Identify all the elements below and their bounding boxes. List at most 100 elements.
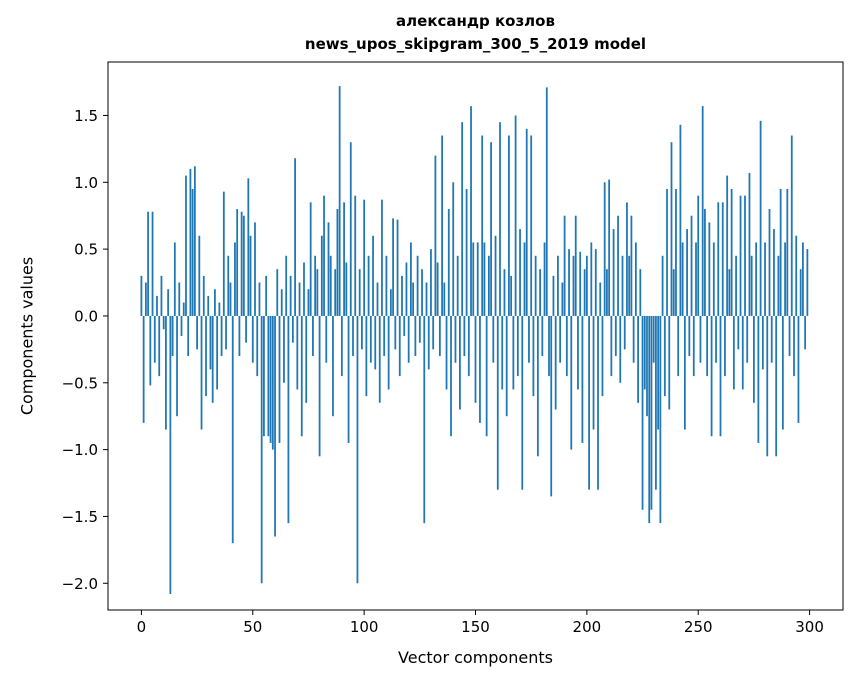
bar [369,315,372,363]
bar [140,275,143,316]
bar [677,315,680,377]
bar [552,275,555,316]
bar [666,188,668,316]
x-tick-label: 50 [243,618,262,636]
bar [416,255,419,316]
bar [757,315,760,443]
bar [701,106,704,316]
bar [227,255,230,316]
bar [741,315,744,390]
bar [343,202,345,316]
bar [234,242,236,316]
bar [755,242,758,316]
bar [176,315,178,417]
bar [779,188,782,316]
bar [675,188,677,316]
bar [461,122,464,316]
bar [334,269,337,316]
bar [401,275,403,316]
bar [485,315,488,437]
bar [309,202,312,316]
bar [697,195,700,316]
bar [242,215,245,316]
bar [325,315,328,363]
bar [570,315,573,450]
bar [180,315,183,336]
bar [209,315,212,370]
bar [276,269,279,316]
bar [314,255,317,316]
bar [505,315,508,417]
bar [608,179,611,316]
x-tick-label: 200 [573,618,602,636]
bar [365,315,368,397]
bar [454,315,457,363]
x-tick-label: 0 [137,618,147,636]
bar [574,215,577,316]
bar [781,315,784,430]
bar [614,315,617,357]
bar [205,315,207,397]
y-tick-label: −0.5 [62,374,98,392]
bar [543,242,546,316]
bar [445,315,448,390]
x-tick-label: 100 [350,618,379,636]
bar [207,295,210,316]
bar [706,315,709,377]
bar [623,315,626,350]
bar [251,315,254,363]
bar [182,302,185,316]
bar [735,255,737,316]
bar [352,315,354,357]
bar [187,315,190,357]
bar [267,315,270,437]
bar [750,255,753,316]
bar [421,269,423,316]
bar [211,315,214,403]
bar [387,315,390,390]
bar [389,289,392,316]
bar [717,202,720,316]
y-tick-label: −1.0 [62,441,98,459]
bar [592,315,595,430]
bar [565,315,568,377]
bar [672,269,675,316]
bar [363,199,366,316]
bar [198,235,201,316]
bar [245,315,247,343]
bar [231,315,234,544]
x-tick-label: 300 [795,618,824,636]
bar [394,315,397,350]
bar [214,289,216,316]
bar [793,315,795,377]
bar [396,219,399,316]
bar [764,242,766,316]
bar [516,315,519,377]
bar [612,229,615,316]
bar [639,269,642,316]
bar [173,242,176,316]
bar [456,255,459,316]
bar [392,218,394,316]
bar [534,255,537,316]
bar [254,222,256,316]
bar [338,86,341,316]
bar [378,315,381,403]
bar [610,315,613,377]
bar [721,202,724,316]
bar [300,315,303,437]
bar [463,315,466,357]
bar [260,315,263,584]
bar [761,315,764,370]
bar [655,315,657,490]
bar [601,315,604,397]
bar [657,315,660,430]
bar [398,315,401,377]
bar [530,135,533,316]
bar [648,315,651,524]
bar [503,269,506,316]
bar [162,315,165,330]
bar [719,315,722,437]
y-tick-label: 0.0 [74,307,98,325]
bar [329,255,332,316]
